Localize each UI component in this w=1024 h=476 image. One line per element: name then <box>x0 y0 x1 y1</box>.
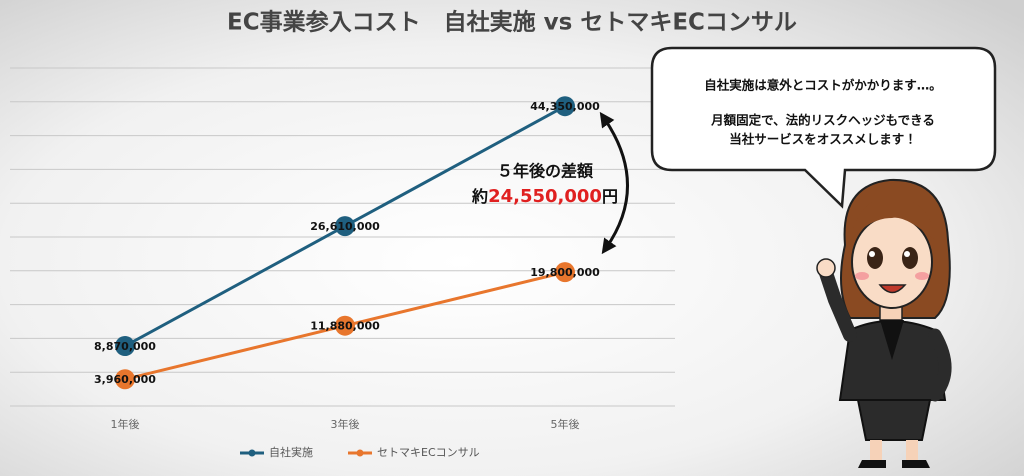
speech-bubble <box>650 46 997 209</box>
data-point <box>335 216 355 237</box>
legend-label: 自社実施 <box>269 445 313 459</box>
annotation-prefix: 約 <box>471 187 488 206</box>
character <box>816 178 952 468</box>
bubble-text: 月額固定で、法的リスクヘッジもできる <box>710 113 935 128</box>
annotation-amount: 約24,550,000円 <box>471 186 618 207</box>
data-point <box>555 96 575 117</box>
annotation-suffix: 円 <box>602 187 618 206</box>
data-point <box>335 315 355 336</box>
x-tick-label: 5年後 <box>551 417 580 431</box>
legend-swatch <box>356 449 364 457</box>
legend-label: セトマキECコンサル <box>377 446 480 459</box>
data-label: 8,870,000 <box>94 340 156 353</box>
data-label: 44,350,000 <box>530 100 600 113</box>
data-point <box>115 336 135 357</box>
data-label: 11,880,000 <box>310 320 380 333</box>
data-point <box>555 262 575 283</box>
annotation-line: ５年後の差額 <box>497 162 594 181</box>
x-tick-label: 3年後 <box>331 417 360 431</box>
data-point <box>115 369 135 390</box>
data-label: 26,610,000 <box>310 220 380 233</box>
difference-arrow <box>599 111 629 255</box>
x-tick-label: 1年後 <box>111 417 140 431</box>
legend-swatch <box>248 449 256 457</box>
data-label: 3,960,000 <box>94 373 156 386</box>
plot: 1年後 3年後 5年後 8,870,000 26,610,000 44,350,000 3,… <box>94 96 600 431</box>
bubble-text: 当社サービスをオススメします！ <box>729 132 917 147</box>
data-label: 19,800,000 <box>530 266 600 279</box>
bubble-text: 自社実施は意外とコストがかかります…。 <box>704 78 942 93</box>
annotation-number: 24,550,000 <box>488 186 602 207</box>
legend: 自社実施 セトマキECコンサル <box>240 445 480 459</box>
chart-title: EC事業参入コスト 自社実施 vs セトマキECコンサル <box>227 9 797 36</box>
